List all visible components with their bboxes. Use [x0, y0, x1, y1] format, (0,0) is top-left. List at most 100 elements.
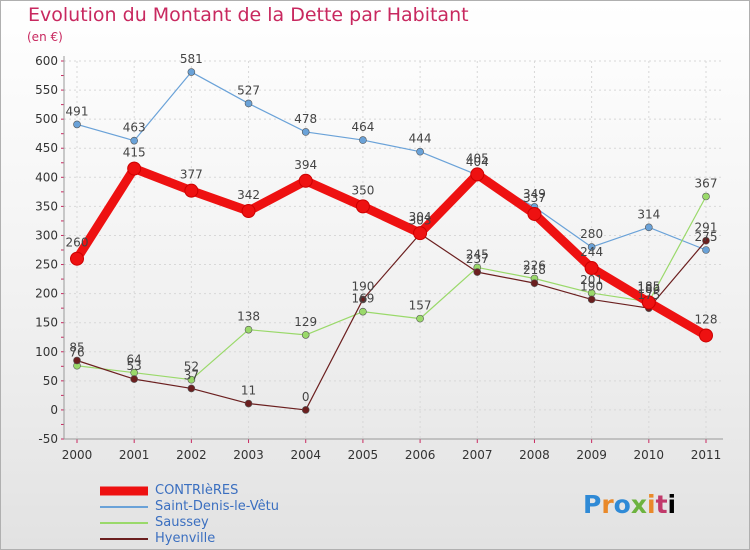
data-label: 128 [695, 312, 718, 326]
data-point [301, 128, 310, 136]
data-label: 275 [695, 230, 718, 244]
data-label: 478 [294, 112, 317, 126]
data-label: 64 [127, 353, 142, 367]
legend-label-saussey: Saussey [155, 515, 209, 530]
legend-swatch-saussey [100, 522, 148, 524]
data-point [416, 147, 424, 156]
data-label: 169 [351, 292, 374, 306]
data-point [244, 325, 253, 334]
legend-label-contrieres: CONTRIèRES [155, 483, 239, 498]
series-line-2 [76, 195, 707, 381]
data-label: 175 [637, 288, 660, 302]
data-point [416, 314, 424, 323]
data-label: 244 [580, 245, 603, 259]
data-label: 404 [466, 155, 489, 169]
legend-swatch-hyenville [100, 538, 148, 540]
chart-title: Evolution du Montant de la Dette par Hab… [28, 4, 469, 26]
series-line-3 [76, 233, 707, 411]
data-label: 367 [695, 176, 718, 190]
legend-swatch-saint-denis [100, 506, 148, 508]
data-point [301, 331, 310, 339]
data-point [241, 204, 256, 219]
data-point [298, 173, 313, 188]
y-tick-label: 300 [35, 228, 58, 242]
data-point [584, 261, 599, 276]
data-label: 463 [123, 121, 146, 135]
chart-subtitle: (en €) [27, 30, 63, 44]
x-tick-label: 2006 [405, 448, 436, 462]
data-label: 291 [695, 221, 718, 235]
data-point [359, 136, 367, 144]
series-line-0 [72, 164, 711, 340]
data-label: 0 [302, 390, 310, 404]
y-tick-label: 350 [35, 199, 58, 213]
data-label: 186 [637, 282, 660, 296]
data-point [187, 68, 196, 76]
x-tick-label: 2007 [462, 448, 493, 462]
data-label: 37 [184, 368, 199, 382]
data-label: 314 [637, 207, 660, 221]
data-label: 415 [123, 146, 146, 160]
data-point [470, 167, 485, 182]
data-label: 190 [580, 279, 603, 293]
data-point [187, 384, 196, 393]
data-point [587, 243, 596, 251]
data-label: 85 [69, 340, 84, 354]
y-tick-label: 500 [35, 112, 58, 126]
data-point [587, 295, 596, 304]
y-tick-label: 150 [35, 316, 58, 330]
data-point [184, 183, 199, 198]
data-point [73, 356, 81, 365]
data-label: 201 [580, 273, 603, 287]
data-point [244, 99, 253, 108]
data-point [473, 268, 482, 276]
data-point [527, 206, 542, 221]
data-point [244, 399, 253, 408]
x-tick-label: 2008 [519, 448, 550, 462]
data-label: 218 [523, 263, 546, 277]
y-tick-label: 400 [35, 170, 58, 184]
data-label: 245 [466, 247, 489, 261]
y-tick-label: 100 [35, 345, 58, 359]
y-tick-label: 550 [35, 83, 58, 97]
data-label: 349 [523, 187, 546, 201]
y-tick-label: 50 [43, 374, 58, 388]
data-label: 52 [184, 360, 199, 374]
y-tick-label: 250 [35, 258, 58, 272]
data-label: 185 [637, 279, 660, 293]
x-tick-label: 2010 [634, 448, 665, 462]
data-label: 237 [466, 252, 489, 266]
data-label: 280 [580, 227, 603, 241]
data-point [641, 295, 656, 310]
data-label: 53 [127, 359, 142, 373]
data-point [70, 251, 84, 266]
x-tick-label: 2000 [62, 448, 93, 462]
proxiti-logo: Proxiti [583, 490, 677, 519]
y-tick-label: 450 [35, 141, 58, 155]
data-label: 527 [237, 83, 260, 97]
data-label: 226 [523, 258, 546, 272]
data-point [301, 406, 310, 414]
data-point [645, 223, 653, 232]
data-label: 129 [294, 315, 317, 329]
data-point [355, 199, 370, 214]
data-point [530, 279, 539, 287]
data-point [187, 375, 196, 384]
x-tick-label: 2001 [119, 448, 150, 462]
x-tick-label: 2003 [233, 448, 264, 462]
y-tick-label: 0 [50, 403, 58, 417]
data-point [702, 246, 710, 254]
data-label: 303 [409, 214, 432, 228]
data-label: 304 [409, 210, 432, 224]
data-label: 405 [466, 151, 489, 165]
series-line-1 [76, 71, 707, 251]
data-label: 260 [66, 236, 89, 250]
legend-label-saint-denis: Saint-Denis-le-Vêtu [155, 499, 279, 514]
data-point [702, 236, 710, 245]
data-label: 11 [241, 384, 256, 398]
data-point [702, 192, 710, 201]
data-label: 464 [351, 120, 374, 134]
data-label: 337 [523, 191, 546, 205]
data-label: 444 [409, 132, 432, 146]
